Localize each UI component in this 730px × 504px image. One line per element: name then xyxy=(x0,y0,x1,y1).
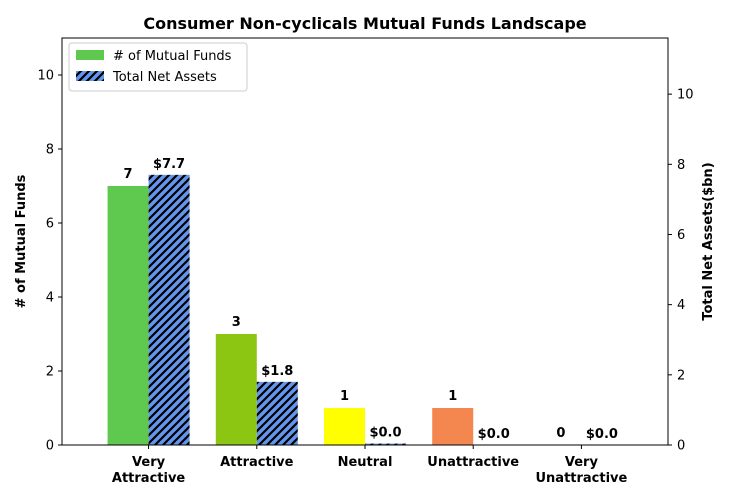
data-label-mutual-funds: 1 xyxy=(340,389,349,404)
y-left-tick-label: 8 xyxy=(46,143,54,158)
data-label-mutual-funds: 0 xyxy=(556,426,565,441)
data-label-net-assets: $1.8 xyxy=(261,364,293,379)
x-tick-label: Very xyxy=(132,455,166,470)
y-left-tick-label: 0 xyxy=(46,439,54,454)
legend-swatch-net-assets xyxy=(76,71,104,81)
y-left-axis-label: # of Mutual Funds xyxy=(14,174,29,308)
y-left-tick-label: 10 xyxy=(37,69,54,84)
bar-mutual-funds xyxy=(107,186,149,445)
chart-title: Consumer Non-cyclicals Mutual Funds Land… xyxy=(143,14,586,33)
legend-box xyxy=(68,42,248,92)
data-label-net-assets: $0.0 xyxy=(586,427,618,442)
bar-net-assets xyxy=(256,381,298,445)
y-right-tick-label: 0 xyxy=(677,439,685,454)
x-tick-label: Attractive xyxy=(220,455,294,470)
bar-net-assets xyxy=(365,443,406,445)
y-right-tick-label: 8 xyxy=(677,158,685,173)
plot-frame xyxy=(61,37,669,446)
y-right-tick-label: 6 xyxy=(677,228,685,243)
bar-mutual-funds xyxy=(324,408,365,445)
bar-net-assets xyxy=(148,174,190,445)
legend: # of Mutual Funds Total Net Assets xyxy=(68,42,248,92)
x-tick-label: Attractive xyxy=(112,471,186,486)
data-label-net-assets: $0.0 xyxy=(369,426,401,441)
bar-mutual-funds xyxy=(432,408,474,445)
y-left-tick-label: 2 xyxy=(46,365,54,380)
y-right-tick-label: 4 xyxy=(677,298,685,313)
bar-mutual-funds xyxy=(215,334,257,445)
y-right-axis-label: Total Net Assets($bn) xyxy=(701,162,716,320)
data-label-net-assets: $7.7 xyxy=(153,157,185,172)
legend-swatch-mutual-funds xyxy=(76,50,104,60)
data-label-mutual-funds: 7 xyxy=(124,167,133,182)
data-label-net-assets: $0.0 xyxy=(478,427,510,442)
x-tick-label: Unattractive xyxy=(427,455,519,470)
y-right-tick-label: 2 xyxy=(677,368,685,383)
data-label-mutual-funds: 3 xyxy=(232,315,241,330)
legend-label-net-assets: Total Net Assets xyxy=(112,70,217,85)
y-left-tick-label: 6 xyxy=(46,217,54,232)
x-tick-label: Unattractive xyxy=(535,471,627,486)
x-tick-label: Neutral xyxy=(338,455,393,470)
y-right-tick-label: 10 xyxy=(677,88,694,103)
data-label-mutual-funds: 1 xyxy=(448,389,457,404)
legend-label-mutual-funds: # of Mutual Funds xyxy=(113,49,232,64)
x-tick-label: Very xyxy=(565,455,599,470)
y-left-tick-label: 4 xyxy=(46,291,54,306)
